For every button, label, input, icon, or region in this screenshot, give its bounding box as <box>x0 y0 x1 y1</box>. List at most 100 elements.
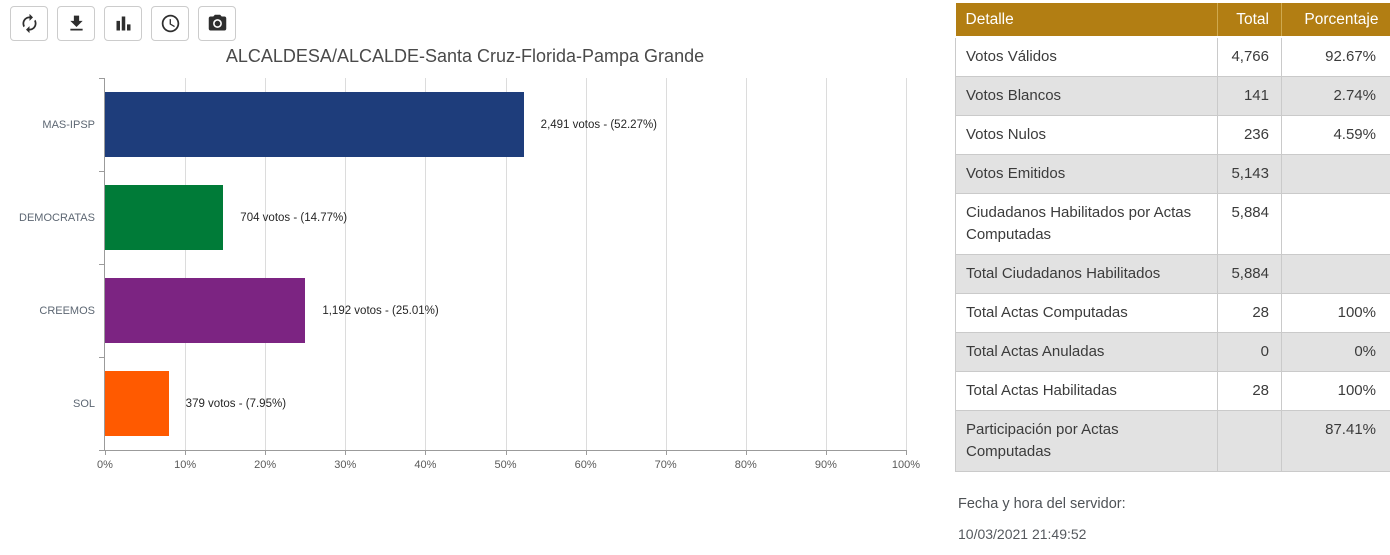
chart-bar-mas-ipsp[interactable] <box>105 92 524 157</box>
cell-total: 0 <box>1217 332 1282 372</box>
col-header-total: Total <box>1217 3 1282 38</box>
x-axis-tick-label: 80% <box>734 459 757 471</box>
y-axis-tick <box>99 264 105 265</box>
cell-porcentaje: 4.59% <box>1281 115 1390 155</box>
x-axis-tick-label: 0% <box>97 459 113 471</box>
download-button[interactable] <box>57 6 95 41</box>
x-axis-tick <box>906 450 907 455</box>
cell-total: 236 <box>1217 115 1282 155</box>
y-axis-tick <box>99 357 105 358</box>
gridline <box>906 78 907 450</box>
x-axis-tick <box>345 450 347 455</box>
category-label: MAS-IPSP <box>42 118 95 131</box>
x-axis-tick-label: 20% <box>254 459 277 471</box>
cell-porcentaje <box>1281 154 1390 194</box>
x-axis-tick-label: 10% <box>174 459 197 471</box>
bar-chart-button[interactable] <box>104 6 142 41</box>
server-info: Fecha y hora del servidor: 10/03/2021 21… <box>958 496 1126 542</box>
refresh-button[interactable] <box>10 6 48 41</box>
bar-value-label: 704 votos - (14.77%) <box>240 211 348 224</box>
cell-porcentaje <box>1281 193 1390 255</box>
chart-band: CREEMOS 1,192 votos - (25.01%) <box>39 264 906 357</box>
table-row: Votos Emitidos 5,143 <box>955 154 1390 194</box>
results-table: Detalle Total Porcentaje Votos Válidos 4,… <box>955 3 1390 472</box>
bar-value-label: 1,192 votos - (25.01%) <box>322 304 439 317</box>
x-axis-tick <box>425 450 427 455</box>
table-row: Total Actas Computadas 28 100% <box>955 293 1390 333</box>
table-row: Total Actas Habilitadas 28 100% <box>955 371 1390 411</box>
x-axis-tick-label: 60% <box>574 459 597 471</box>
cell-porcentaje: 100% <box>1281 293 1390 333</box>
x-axis-tick <box>825 450 827 455</box>
category-label: DEMOCRATAS <box>19 211 95 224</box>
cell-detalle: Votos Emitidos <box>955 154 1218 194</box>
gridline <box>345 78 347 450</box>
cell-porcentaje <box>1281 254 1390 294</box>
cell-total: 5,884 <box>1217 254 1282 294</box>
cell-detalle: Total Actas Computadas <box>955 293 1218 333</box>
bar-chart-icon <box>113 13 134 34</box>
x-axis-tick-label: 70% <box>654 459 677 471</box>
gridline <box>665 78 667 450</box>
bar-value-label: 2,491 votos - (52.27%) <box>540 118 658 131</box>
col-header-porcentaje: Porcentaje <box>1281 3 1390 38</box>
cell-detalle: Total Actas Habilitadas <box>955 371 1218 411</box>
chart-band: DEMOCRATAS 704 votos - (14.77%) <box>19 171 906 264</box>
download-icon <box>66 13 87 34</box>
x-axis-tick-label: 30% <box>334 459 357 471</box>
table-row: Participación por Actas Computadas 87.41% <box>955 410 1390 472</box>
server-datetime: 10/03/2021 21:49:52 <box>958 526 1087 542</box>
cell-detalle: Participación por Actas Computadas <box>955 410 1218 472</box>
chart-band: SOL 379 votos - (7.95%) <box>73 357 906 450</box>
x-axis-tick-label: 50% <box>494 459 517 471</box>
x-axis-tick-label: 100% <box>891 459 921 471</box>
table-row: Votos Nulos 236 4.59% <box>955 115 1390 155</box>
cell-porcentaje: 100% <box>1281 371 1390 411</box>
table-header-row: Detalle Total Porcentaje <box>955 3 1390 38</box>
table-row: Total Ciudadanos Habilitados 5,884 <box>955 254 1390 294</box>
x-axis-tick <box>185 450 187 455</box>
y-axis-tick <box>99 78 105 79</box>
camera-button[interactable] <box>198 6 236 41</box>
cell-detalle: Total Ciudadanos Habilitados <box>955 254 1218 294</box>
server-time-label: Fecha y hora del servidor: <box>958 496 1126 512</box>
category-label: CREEMOS <box>39 304 95 317</box>
chart-bar-creemos[interactable] <box>105 278 306 343</box>
cell-porcentaje: 92.67% <box>1281 36 1390 77</box>
table-row: Votos Blancos 141 2.74% <box>955 76 1390 116</box>
x-axis-tick <box>265 450 267 455</box>
gridline <box>745 78 747 450</box>
cell-porcentaje: 0% <box>1281 332 1390 372</box>
x-axis-tick <box>505 450 507 455</box>
clock-button[interactable] <box>151 6 189 41</box>
clock-icon <box>160 13 181 34</box>
chart-bar-sol[interactable] <box>105 371 169 436</box>
x-axis-tick-label: 90% <box>814 459 837 471</box>
gridline <box>585 78 587 450</box>
gridline <box>185 78 187 450</box>
chart-band: MAS-IPSP 2,491 votos - (52.27%) <box>42 78 906 171</box>
gridline <box>265 78 267 450</box>
cell-porcentaje: 87.41% <box>1281 410 1390 472</box>
chart-bar-democratas[interactable] <box>105 185 224 250</box>
x-axis-tick <box>585 450 587 455</box>
toolbar <box>10 6 236 41</box>
cell-detalle: Votos Válidos <box>955 36 1218 77</box>
cell-detalle: Votos Blancos <box>955 76 1218 116</box>
refresh-icon <box>19 13 40 34</box>
table-row: Votos Válidos 4,766 92.67% <box>955 36 1390 77</box>
cell-total <box>1217 410 1282 472</box>
x-axis-tick <box>665 450 667 455</box>
x-axis-tick <box>105 450 106 455</box>
gridline <box>505 78 507 450</box>
cell-total: 5,884 <box>1217 193 1282 255</box>
cell-detalle: Ciudadanos Habilitados por Actas Computa… <box>955 193 1218 255</box>
category-label: SOL <box>72 397 95 410</box>
col-header-detalle: Detalle <box>955 3 1218 38</box>
cell-total: 5,143 <box>1217 154 1282 194</box>
cell-detalle: Votos Nulos <box>955 115 1218 155</box>
chart-title: ALCALDESA/ALCALDE-Santa Cruz-Florida-Pam… <box>225 46 705 66</box>
cell-total: 141 <box>1217 76 1282 116</box>
x-axis-tick-label: 40% <box>414 459 437 471</box>
camera-icon <box>207 13 228 34</box>
